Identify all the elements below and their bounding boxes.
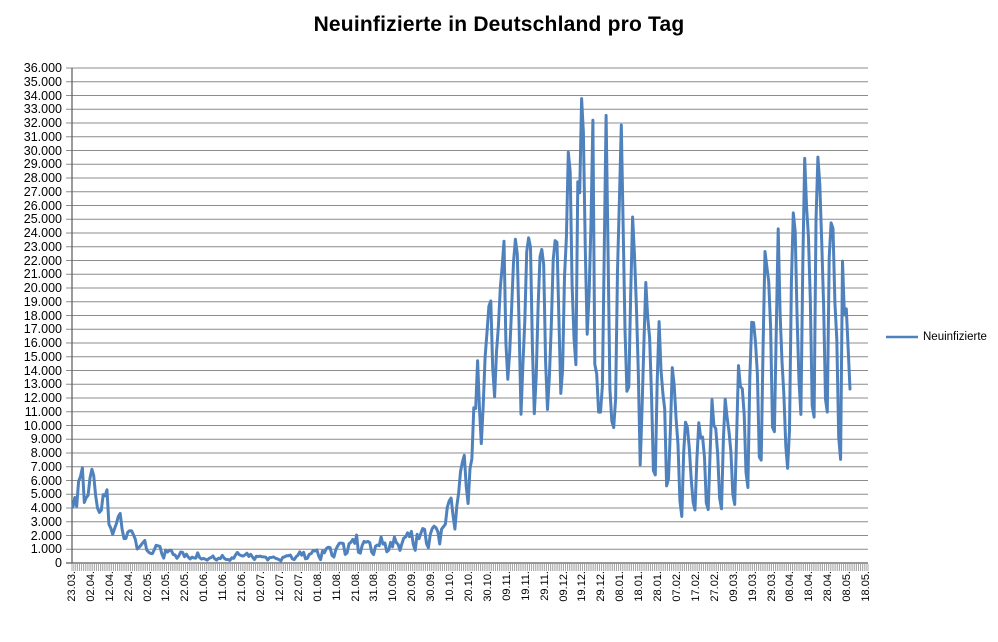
- x-axis-tick-label: 20.09.: [406, 571, 419, 602]
- y-axis-tick-label: 8.000: [30, 446, 62, 460]
- x-axis-tick-label: 18.01.: [633, 571, 646, 602]
- x-axis-tick-label: 12.04.: [103, 571, 116, 602]
- y-axis-tick-label: 13.000: [23, 377, 62, 392]
- x-axis-tick-label: 17.02.: [689, 571, 702, 602]
- x-axis-tick-label: 02.05.: [141, 571, 154, 602]
- y-axis-tick-label: 27.000: [23, 184, 62, 199]
- x-axis-tick-label: 09.03.: [727, 571, 740, 602]
- y-axis-tick-label: 20.000: [23, 281, 62, 295]
- y-axis-tick-label: 35.000: [23, 74, 62, 89]
- x-axis-tick-label: 18.04.: [803, 571, 816, 602]
- legend-line-sample: [886, 335, 918, 339]
- y-axis-tick-label: 0: [55, 556, 62, 570]
- x-axis-tick-label: 27.02.: [708, 571, 721, 602]
- x-axis-tick-label: 02.04.: [84, 571, 97, 602]
- y-axis-tick-label: 2.000: [30, 528, 62, 543]
- y-axis-tick-label: 6.000: [30, 473, 62, 488]
- y-axis-tick-label: 18.000: [23, 308, 62, 323]
- y-axis-tick-label: 14.000: [23, 363, 62, 378]
- x-axis-tick-label: 30.10.: [481, 571, 494, 602]
- y-axis-tick-label: 19.000: [23, 294, 62, 309]
- x-axis-tick-label: 01.08.: [311, 571, 324, 602]
- y-axis-tick-label: 16.000: [23, 336, 62, 350]
- y-axis-tick-label: 25.000: [23, 212, 62, 227]
- x-axis-tick-label: 22.07.: [292, 571, 305, 602]
- y-axis-tick-label: 21.000: [23, 267, 62, 282]
- x-axis-tick-label: 09.11.: [500, 571, 513, 601]
- x-axis-tick-label: 23.03.: [65, 571, 78, 602]
- x-axis-tick-label: 22.04.: [122, 571, 135, 602]
- x-axis-tick-label: 08.04.: [784, 571, 797, 602]
- x-axis-tick-label: 08.05.: [841, 571, 854, 602]
- y-axis-tick-label: 36.000: [23, 61, 62, 75]
- y-axis-tick-label: 29.000: [23, 157, 62, 172]
- x-axis-tick-label: 09.12.: [557, 571, 570, 602]
- x-axis-tick-label: 28.04.: [822, 571, 835, 602]
- y-axis-tick-label: 15.000: [23, 349, 62, 364]
- y-axis-tick-label: 10.000: [23, 418, 62, 433]
- x-axis-tick-label: 02.07.: [255, 571, 268, 602]
- x-axis-tick-label: 29.03.: [765, 571, 778, 602]
- y-axis-tick-label: 32.000: [23, 116, 62, 130]
- x-axis-tick-label: 19.03.: [746, 571, 759, 602]
- y-axis-tick-label: 23.000: [23, 239, 62, 254]
- x-axis-tick-label: 11.06.: [217, 571, 230, 601]
- x-axis-tick-label: 08.01.: [614, 571, 627, 602]
- y-axis-tick-label: 11.000: [24, 404, 62, 419]
- x-axis-tick-label: 11.08.: [330, 571, 343, 601]
- x-axis-tick-label: 18.05.: [860, 571, 873, 602]
- y-axis-tick-label: 3.000: [30, 514, 62, 529]
- y-axis-tick-label: 9.000: [30, 432, 62, 447]
- legend-label: Neuinfizierte: [923, 331, 987, 343]
- x-axis-tick-label: 31.08.: [368, 571, 381, 602]
- legend: Neuinfizierte: [885, 330, 987, 344]
- x-axis-tick-label: 10.09.: [387, 571, 400, 602]
- x-axis-tick-label: 01.06.: [198, 571, 211, 602]
- x-axis-tick-label: 22.05.: [179, 571, 192, 602]
- x-axis-tick-label: 10.10.: [444, 571, 457, 602]
- y-axis-tick-label: 34.000: [23, 88, 62, 103]
- x-axis-tick-label: 21.08.: [349, 571, 362, 602]
- y-axis-tick-label: 24.000: [23, 226, 62, 240]
- x-axis-tick-label: 21.06.: [236, 571, 249, 602]
- x-axis-tick-label: 19.11.: [519, 571, 532, 601]
- x-axis-tick-label: 19.12.: [576, 571, 589, 602]
- y-axis-tick-label: 1.000: [30, 542, 62, 557]
- y-axis-tick-label: 26.000: [23, 198, 62, 213]
- x-axis-tick-label: 07.02.: [670, 571, 683, 602]
- x-axis-tick-label: 12.07.: [273, 571, 286, 602]
- y-axis-tick-label: 31.000: [23, 129, 62, 144]
- x-axis-tick-label: 28.01.: [652, 571, 665, 602]
- chart-title: Neuinfizierte in Deutschland pro Tag: [313, 13, 685, 36]
- y-axis-tick-label: 33.000: [23, 102, 62, 117]
- y-axis-tick-label: 17.000: [23, 322, 62, 337]
- y-axis-tick-label: 22.000: [23, 253, 62, 268]
- y-axis-tick-label: 28.000: [23, 171, 62, 185]
- y-axis-tick-label: 7.000: [30, 459, 62, 474]
- y-axis-tick-label: 12.000: [23, 391, 62, 405]
- y-axis-tick-label: 4.000: [30, 501, 62, 515]
- x-axis-tick-label: 29.11.: [538, 571, 551, 601]
- x-axis-tick-label: 12.05.: [160, 571, 173, 602]
- x-axis-tick-label: 29.12.: [595, 571, 608, 602]
- y-axis-tick-label: 30.000: [23, 143, 62, 158]
- x-axis-tick-label: 20.10.: [463, 571, 475, 602]
- y-axis-tick-label: 5.000: [30, 487, 62, 502]
- x-axis-tick-label: 30.09.: [425, 571, 438, 602]
- series-line-neuinfizierte: [71, 97, 852, 563]
